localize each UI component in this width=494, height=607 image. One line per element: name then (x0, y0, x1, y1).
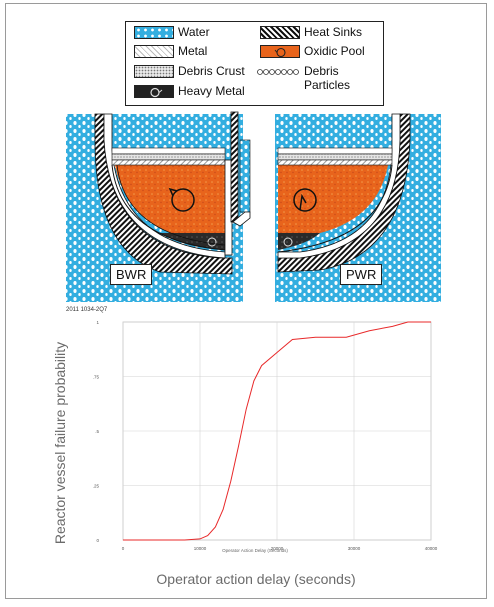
y-tick-label: 0 (96, 538, 99, 543)
x-tick-label: 40000 (425, 546, 438, 551)
heavy-metal-swirl-icon (150, 87, 163, 98)
x-tick-label: 30000 (348, 546, 361, 551)
legend: Water Metal Debris Crust Heavy Metal Hea… (125, 21, 384, 106)
figure-id: 2011 1034-2Q7 (66, 307, 108, 313)
legend-label-metal: Metal (178, 44, 208, 58)
bwr-heavy-metal (160, 233, 225, 250)
legend-swatch-crust (134, 65, 174, 78)
x-tick-label: 0 (122, 546, 125, 551)
chart-ticks: 0 10000 20000 30000 40000 0 .25 .5 .75 1 (93, 320, 438, 551)
y-tick-label: 1 (96, 320, 99, 325)
x-tick-label: 10000 (194, 546, 207, 551)
legend-swatch-water (134, 26, 174, 39)
chart-series (123, 321, 431, 541)
failure-probability-line (123, 321, 431, 541)
legend-swatch-oxidic (260, 45, 300, 58)
y-axis-label: Reactor vessel failure probability (52, 341, 68, 545)
particles-icon (257, 69, 299, 75)
legend-swatch-particles (256, 65, 299, 78)
x-axis-label: Operator action delay (seconds) (156, 571, 356, 587)
pwr-label: PWR (340, 264, 383, 285)
legend-label-heavy: Heavy Metal (178, 84, 245, 98)
legend-label-water: Water (178, 25, 210, 39)
pwr-vessel (275, 113, 441, 302)
x-tick-label: 20000 (271, 546, 284, 551)
oxidic-swirl-icon (274, 47, 286, 58)
pwr-oxidic-pool (278, 165, 388, 233)
legend-label-particles: Debris Particles (304, 64, 351, 92)
legend-label-oxidic: Oxidic Pool (304, 44, 365, 58)
legend-label-heat: Heat Sinks (304, 25, 363, 39)
legend-swatch-heavy (134, 85, 174, 98)
y-tick-label: .5 (95, 429, 99, 434)
y-tick-label: .25 (93, 484, 100, 489)
x-axis-small-label: Operator Action Delay (Seconds) (222, 548, 288, 553)
legend-swatch-heat (260, 26, 300, 39)
bwr-label: BWR (110, 264, 153, 285)
legend-swatch-metal (134, 45, 174, 58)
y-tick-label: .75 (93, 375, 100, 380)
bwr-vessel (66, 111, 251, 302)
legend-label-crust: Debris Crust (178, 64, 245, 78)
